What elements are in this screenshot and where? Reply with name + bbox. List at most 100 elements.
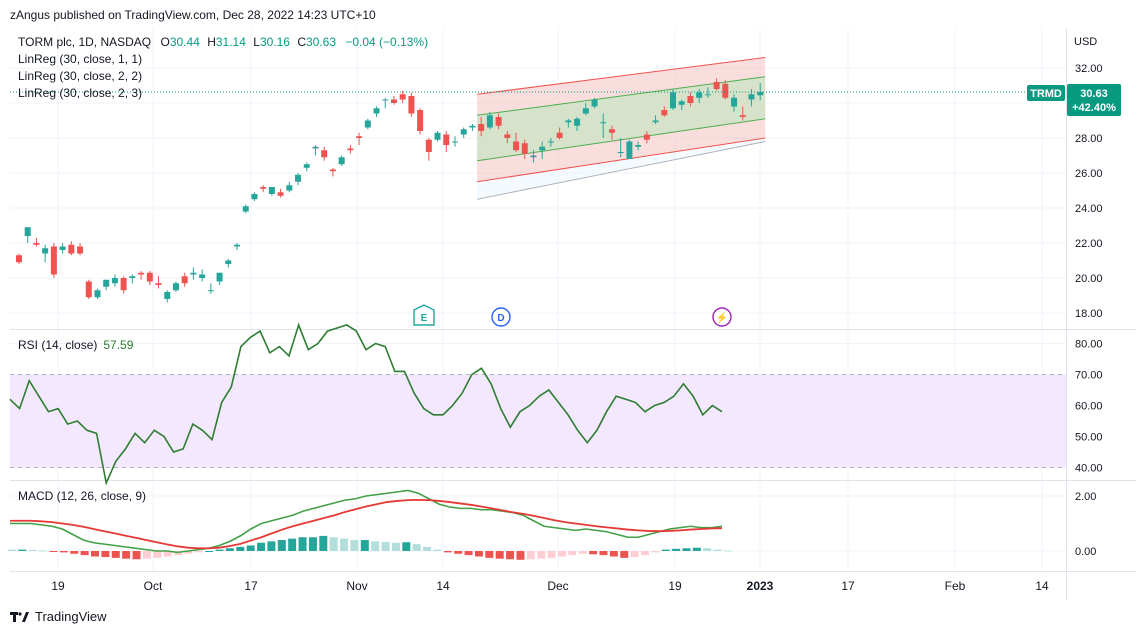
macd-hist-bar	[246, 545, 255, 551]
macd-hist-bar	[506, 551, 515, 560]
indicator-legend-3[interactable]: LinReg (30, close, 2, 3)	[18, 86, 142, 100]
macd-hist-bar	[537, 551, 546, 559]
macd-hist-bar	[474, 551, 483, 557]
candle-body	[24, 227, 31, 236]
tradingview-logo[interactable]: TradingView	[10, 609, 107, 624]
macd-hist-bar	[225, 548, 234, 551]
macd-hist-bar	[319, 535, 328, 551]
price-tick-label: 24.00	[1075, 203, 1103, 215]
candle-body	[199, 274, 206, 278]
brand-text: TradingView	[35, 609, 107, 624]
macd-hist-bar	[371, 541, 380, 551]
candle-body	[731, 97, 738, 107]
macd-hist-bar	[682, 548, 691, 551]
candle-body	[687, 96, 694, 103]
dividend-marker[interactable]: D	[491, 307, 511, 327]
time-tick-label: Oct	[144, 579, 163, 593]
candle-body	[399, 94, 406, 100]
time-tick-label: 19	[668, 579, 682, 593]
macd-hist-bar	[308, 537, 317, 551]
macd-hist-bar	[443, 551, 452, 553]
candle-body	[85, 281, 92, 298]
dividend-icon	[491, 307, 511, 327]
candle-body	[260, 187, 267, 189]
macd-hist-bar	[101, 551, 110, 558]
price-tick-label: 26.00	[1075, 168, 1103, 180]
macd-hist-bar	[609, 551, 618, 557]
macd-hist-bar	[39, 550, 48, 552]
macd-hist-bar	[329, 537, 338, 551]
earnings-marker[interactable]: E	[413, 304, 435, 326]
macd-hist-bar	[28, 549, 37, 551]
candle-body	[739, 115, 746, 117]
tradingview-icon	[10, 611, 29, 622]
time-axis[interactable]: 19 Oct 17 Nov 14 Dec 19 2023 17 Feb 14	[51, 579, 1049, 593]
macd-hist-bar	[464, 551, 473, 556]
candle-body	[242, 206, 249, 212]
candle-body	[129, 276, 136, 278]
candle-body	[652, 120, 659, 123]
macd-hist-bar	[80, 551, 89, 556]
candle-body	[94, 290, 101, 298]
rsi-legend[interactable]: RSI (14, close) 57.59	[18, 338, 134, 352]
dividend-label: D	[497, 313, 504, 324]
candle-body	[146, 272, 153, 282]
split-icon	[712, 307, 732, 327]
candle-body	[547, 141, 554, 143]
macd-hist-bar	[630, 551, 639, 558]
candle-body	[364, 120, 371, 128]
macd-tick-label: 0.00	[1075, 546, 1096, 558]
earnings-icon	[413, 304, 435, 326]
macd-hist-bar	[298, 537, 307, 551]
candle-body	[600, 122, 607, 124]
price-axis[interactable]: 32.0030.0028.0026.0024.0022.0020.0018.00…	[1075, 63, 1103, 558]
time-tick-label: Nov	[346, 579, 367, 593]
candle-body	[478, 124, 485, 131]
macd-hist-bar	[360, 540, 369, 551]
candle-body	[417, 110, 424, 131]
macd-hist-bar	[8, 549, 16, 551]
time-tick-label: 14	[436, 579, 450, 593]
macd-legend[interactable]: MACD (12, 26, close, 9)	[18, 489, 146, 503]
indicator-legend-1[interactable]: LinReg (30, close, 1, 1)	[18, 52, 142, 66]
candle-body	[591, 99, 598, 107]
time-tick-label: 14	[1035, 579, 1049, 593]
publisher-line: zAngus published on TradingView.com, Dec…	[10, 8, 376, 22]
candle-body	[225, 260, 232, 264]
time-tick-label: 2023	[747, 579, 774, 593]
macd-hist-bar	[381, 541, 390, 551]
macd-hist-bar	[70, 551, 79, 554]
indicator-legend-2[interactable]: LinReg (30, close, 2, 2)	[18, 69, 142, 83]
candle-body	[77, 246, 84, 254]
candle-body	[356, 136, 363, 138]
macd-hist-bar	[153, 551, 162, 558]
candle-body	[748, 94, 755, 100]
candle-body	[460, 129, 467, 135]
candle-body	[50, 246, 57, 275]
candle-body	[303, 164, 310, 168]
candle-body	[111, 278, 118, 284]
chart-canvas[interactable]: 32.0030.0028.0026.0024.0022.0020.0018.00…	[0, 0, 1146, 600]
rsi-tick-label: 60.00	[1075, 401, 1103, 413]
candle-body	[382, 99, 389, 101]
candle-body	[757, 91, 764, 96]
candle-body	[635, 145, 642, 147]
split-marker[interactable]: ⚡	[712, 307, 732, 327]
candle-body	[626, 141, 633, 159]
candle-body	[268, 187, 275, 194]
symbol-title[interactable]: TORM plc, 1D, NASDAQ O30.44 H31.14 L30.1…	[18, 35, 428, 49]
candle-body	[434, 132, 441, 140]
macd-hist-bar	[661, 549, 670, 551]
price-tick-label: 20.00	[1075, 273, 1103, 285]
macd-hist-bar	[257, 542, 266, 551]
time-tick-label: 19	[51, 579, 65, 593]
macd-signal-line	[10, 498, 723, 550]
macd-hist-bar	[391, 542, 400, 551]
macd-hist-bar	[713, 549, 722, 551]
macd-hist-bar	[589, 551, 598, 555]
macd-hist-bar	[495, 551, 504, 559]
macd-hist-bar	[516, 551, 525, 560]
macd-hist-bar	[142, 551, 151, 559]
candle-body	[321, 150, 328, 158]
candle-body	[286, 185, 293, 191]
